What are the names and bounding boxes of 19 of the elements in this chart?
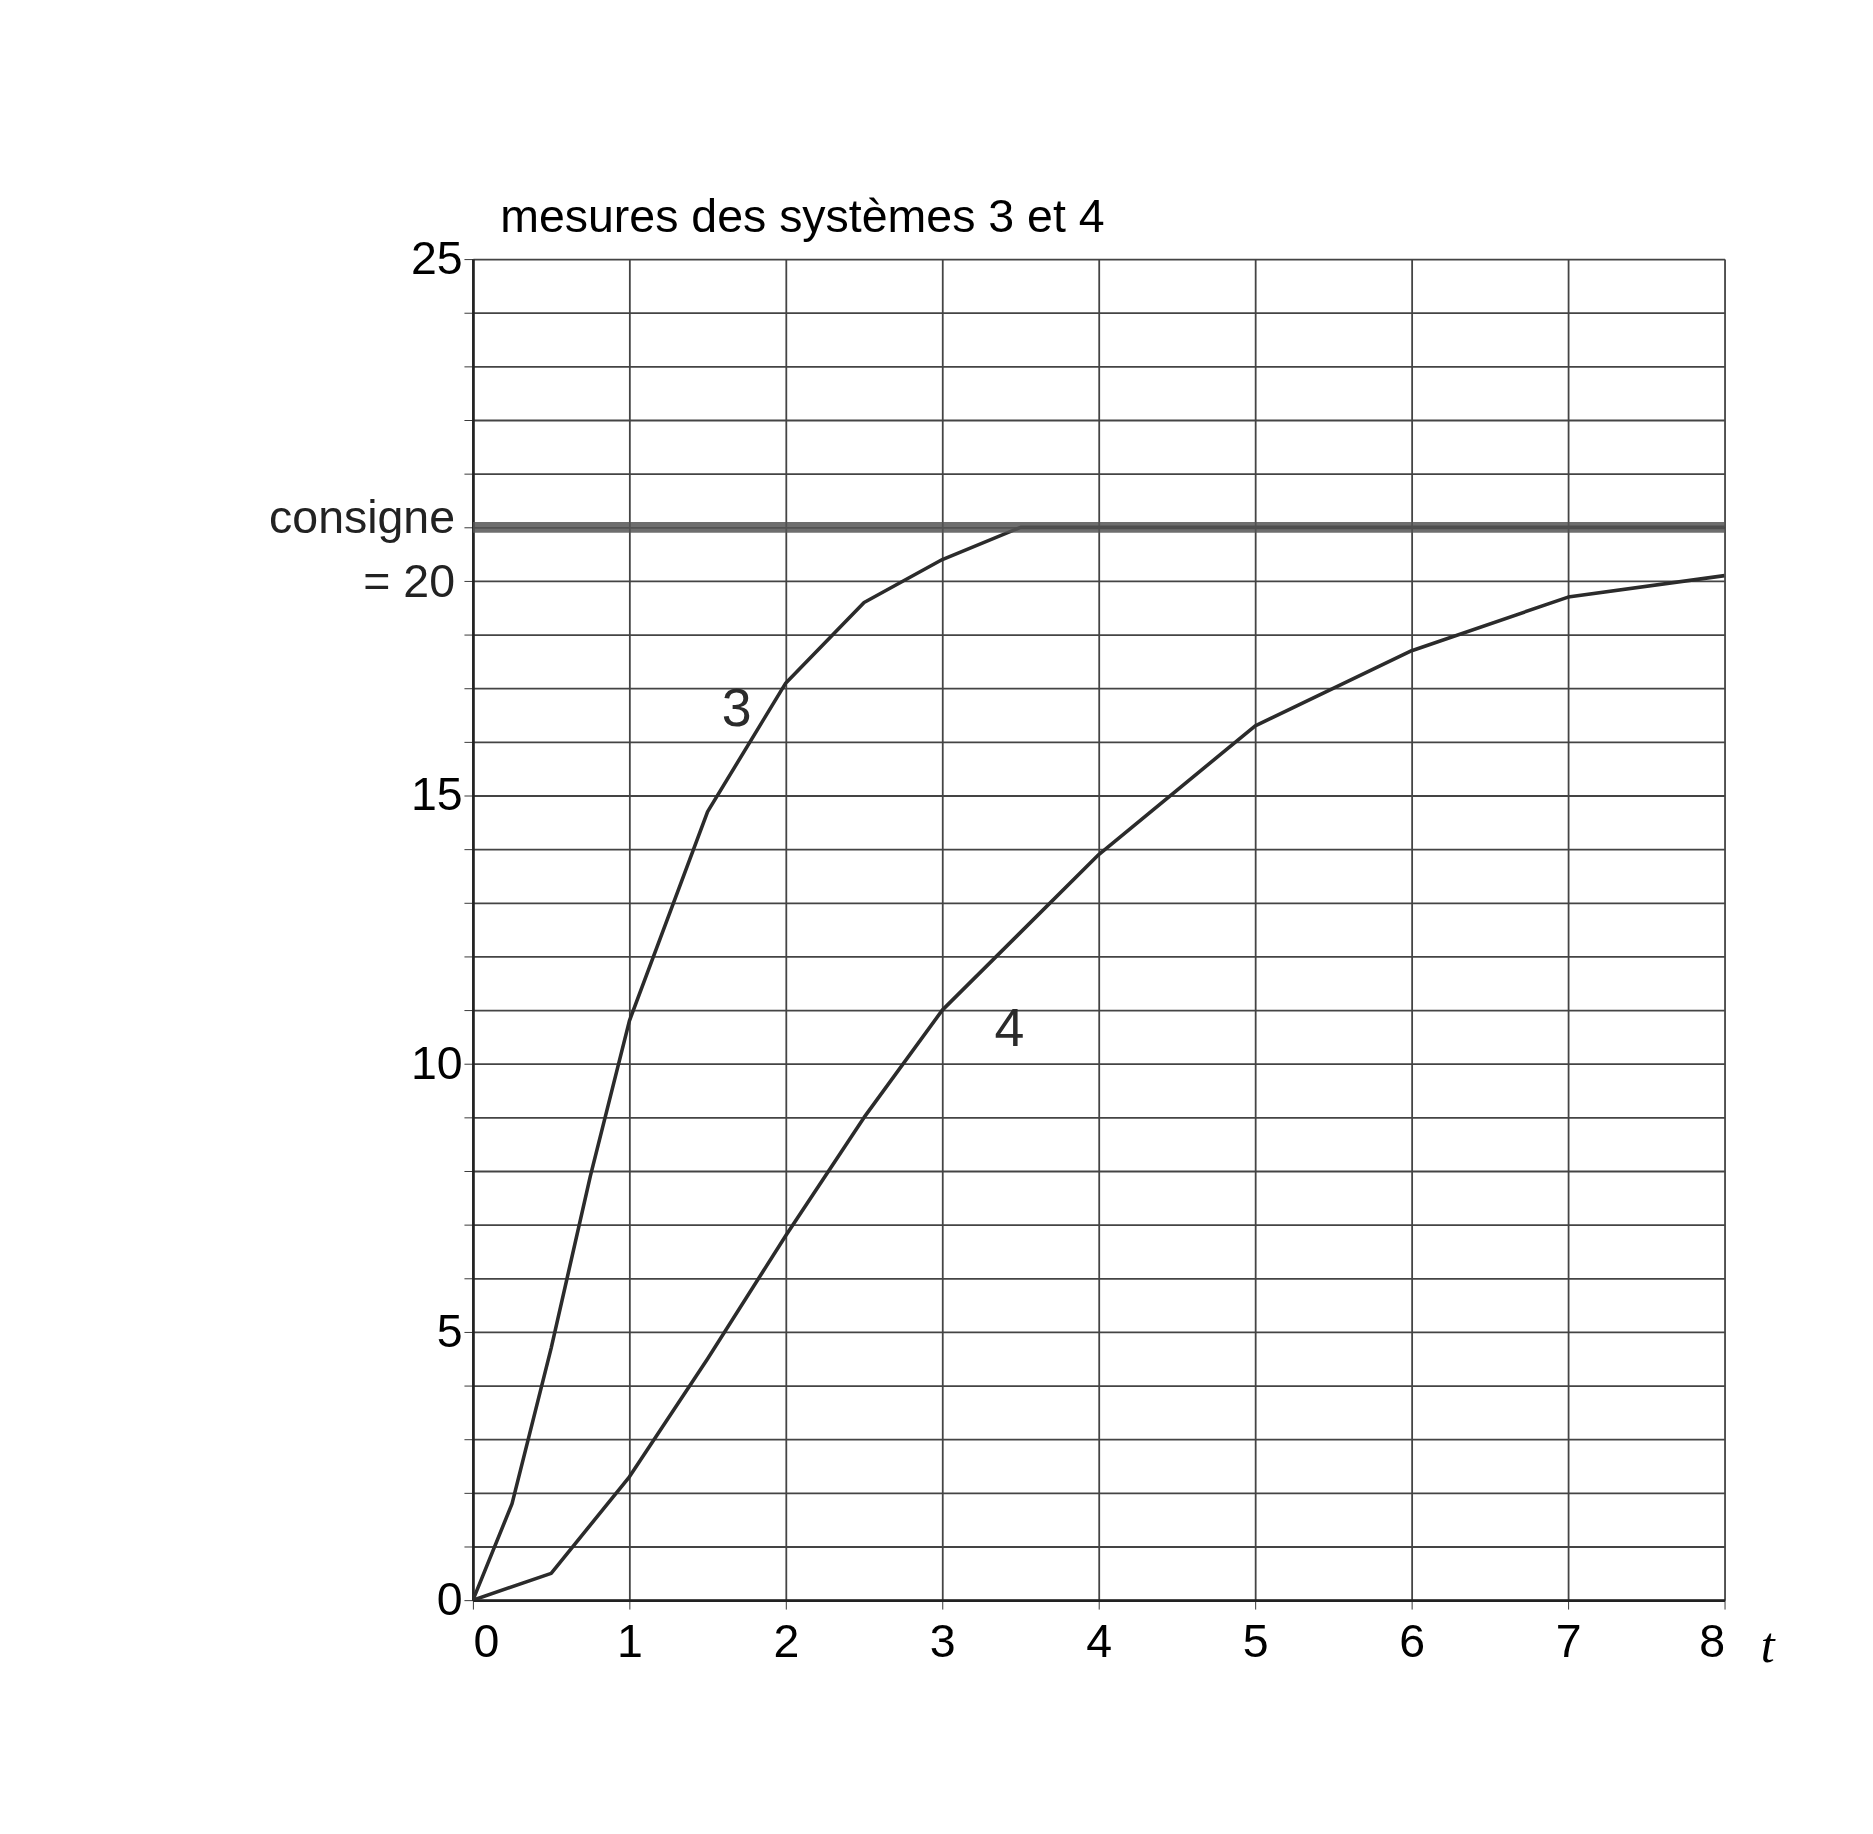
x-tick-label: 2 — [773, 1614, 800, 1667]
x-tick-label: 1 — [616, 1614, 643, 1667]
y-tick-label: 15 — [410, 768, 463, 821]
y-axis-title: mesures des systèmes 3 et 4 — [500, 189, 1105, 242]
x-tick-label: 7 — [1555, 1614, 1582, 1667]
y-tick-label: 25 — [410, 231, 463, 284]
y-tick-label: 5 — [436, 1304, 463, 1357]
x-tick-label: 4 — [1086, 1614, 1113, 1667]
x-tick-label: 5 — [1242, 1614, 1269, 1667]
series-label: 3 — [721, 676, 752, 737]
x-tick-label: 3 — [929, 1614, 956, 1667]
ref-line-label: consigne = 20 — [269, 490, 456, 608]
x-tick-label: 6 — [1399, 1614, 1426, 1667]
x-tick-label: 0 — [473, 1614, 500, 1667]
y-tick-label: 10 — [410, 1036, 463, 1089]
x-axis-title: t — [1760, 1617, 1776, 1674]
y-tick-label: 0 — [436, 1572, 463, 1625]
series-label: 4 — [994, 996, 1025, 1057]
x-tick-label: 8 — [1699, 1614, 1726, 1667]
